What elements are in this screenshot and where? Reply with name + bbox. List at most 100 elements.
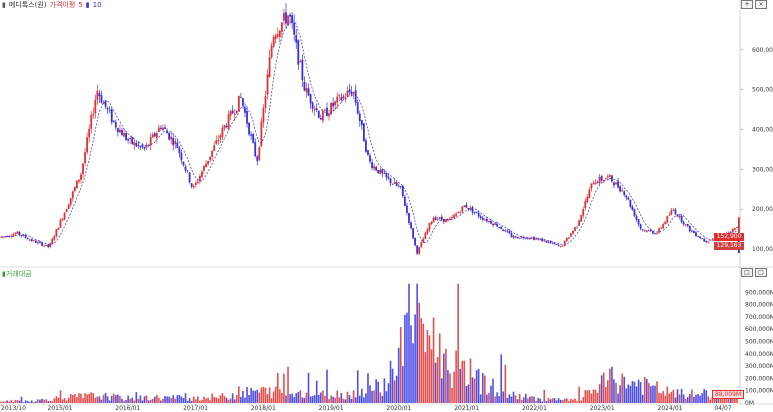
price-candle-body <box>539 239 542 240</box>
volume-bar <box>117 394 119 403</box>
price-candle-body <box>469 207 472 210</box>
volume-bar <box>39 399 41 403</box>
volume-bar <box>539 398 541 403</box>
volume-bar <box>338 397 341 403</box>
price-candle-body <box>119 129 121 133</box>
volume-bar <box>643 376 646 403</box>
volume-bar <box>35 401 37 403</box>
price-candle-body <box>162 127 164 131</box>
price-candle-body <box>237 95 240 112</box>
volume-bar <box>496 392 498 403</box>
volume-bar <box>229 398 232 403</box>
price-candle-body <box>262 108 265 123</box>
volume-bar <box>432 317 435 403</box>
price-candle-body <box>270 45 273 58</box>
price-candle-body <box>615 182 617 185</box>
volume-bar <box>289 394 291 403</box>
chart-legend: ▮ 메디톡스(원) 가격이평 5 ▮ 10 <box>2 1 105 10</box>
last-price-marker-up <box>738 217 740 238</box>
volume-bar <box>627 384 630 403</box>
volume-bar <box>346 391 349 403</box>
volume-bar <box>281 393 283 403</box>
volume-bar <box>203 396 205 403</box>
chart-close-button[interactable]: × <box>755 0 767 9</box>
price-candle-body <box>535 238 537 240</box>
price-candle-body <box>391 183 394 185</box>
volume-bar <box>354 397 357 403</box>
volume-bar <box>102 394 105 403</box>
price-candle-body <box>129 138 132 140</box>
price-candle-body <box>326 107 328 117</box>
price-candle-body <box>410 222 412 229</box>
volume-bar <box>174 398 177 403</box>
volume-bar <box>106 396 109 403</box>
price-candle-body <box>693 231 695 234</box>
price-candle-body <box>508 231 511 234</box>
volume-bar <box>660 393 662 403</box>
price-candle-body <box>272 36 275 47</box>
price-candle-body <box>219 135 222 139</box>
volume-bar <box>682 394 685 403</box>
volume-axis-tick-label: 900,000M <box>745 289 773 296</box>
chart-zoom-button[interactable]: + <box>741 0 753 9</box>
volume-bar <box>123 400 125 403</box>
price-candle-body <box>684 224 687 226</box>
price-candle-body <box>420 242 423 247</box>
price-candle-body <box>196 181 199 183</box>
price-candle-body <box>590 183 593 189</box>
volume-bar <box>477 368 480 403</box>
volume-bar <box>217 398 220 403</box>
price-candle-body <box>61 218 64 221</box>
volume-bar <box>110 395 113 403</box>
volume-bar <box>520 399 523 403</box>
volume-bar <box>82 398 84 403</box>
price-candle-body <box>432 218 435 223</box>
volume-bar <box>576 401 578 403</box>
volume-bar <box>297 391 300 403</box>
volume-bar <box>41 398 43 403</box>
volume-bar <box>633 381 636 403</box>
volume-bar <box>176 395 179 403</box>
volume-bar <box>385 391 388 403</box>
price-candle-body <box>63 212 66 220</box>
volume-bar <box>98 396 101 403</box>
price-pane-resize-button[interactable]: □ <box>741 268 753 277</box>
legend-ma10-marker: ▮ <box>85 1 90 9</box>
volume-bar <box>71 395 74 403</box>
volume-bar <box>112 393 115 403</box>
price-ma-line <box>0 20 738 245</box>
price-candle-body <box>604 178 607 180</box>
price-candle-body <box>354 90 357 103</box>
volume-bar <box>65 400 68 403</box>
legend-ma10: 10 <box>92 1 102 9</box>
volume-bar <box>664 395 667 403</box>
volume-bar <box>412 343 414 403</box>
volume-bar <box>440 378 443 403</box>
volume-bar <box>215 397 218 403</box>
volume-bar <box>514 395 517 403</box>
price-candle-body <box>170 136 173 140</box>
price-candle-body <box>430 221 433 225</box>
volume-bar <box>131 397 134 403</box>
price-candle-body <box>2 236 4 238</box>
price-candle-body <box>606 176 609 178</box>
price-candle-body <box>444 219 447 223</box>
volume-pane-resize-button[interactable]: □ <box>755 268 767 277</box>
volume-bar <box>129 398 131 403</box>
price-candle-body <box>635 216 638 220</box>
price-candle-body <box>688 225 691 232</box>
volume-bar <box>166 396 168 403</box>
price-candle-body <box>369 155 371 162</box>
volume-bar <box>674 397 677 403</box>
volume-bar <box>188 398 191 403</box>
volume-bar <box>615 382 617 403</box>
price-candle-body <box>367 150 369 155</box>
volume-bar <box>639 382 642 403</box>
price-candle-body <box>502 229 505 231</box>
legend-ma-label: 가격이평 <box>49 1 76 9</box>
price-candle-body <box>455 213 458 216</box>
price-candle-body <box>504 230 507 232</box>
volume-axis-tick-label: 200,000M <box>745 375 773 382</box>
price-candle-body <box>383 173 386 174</box>
